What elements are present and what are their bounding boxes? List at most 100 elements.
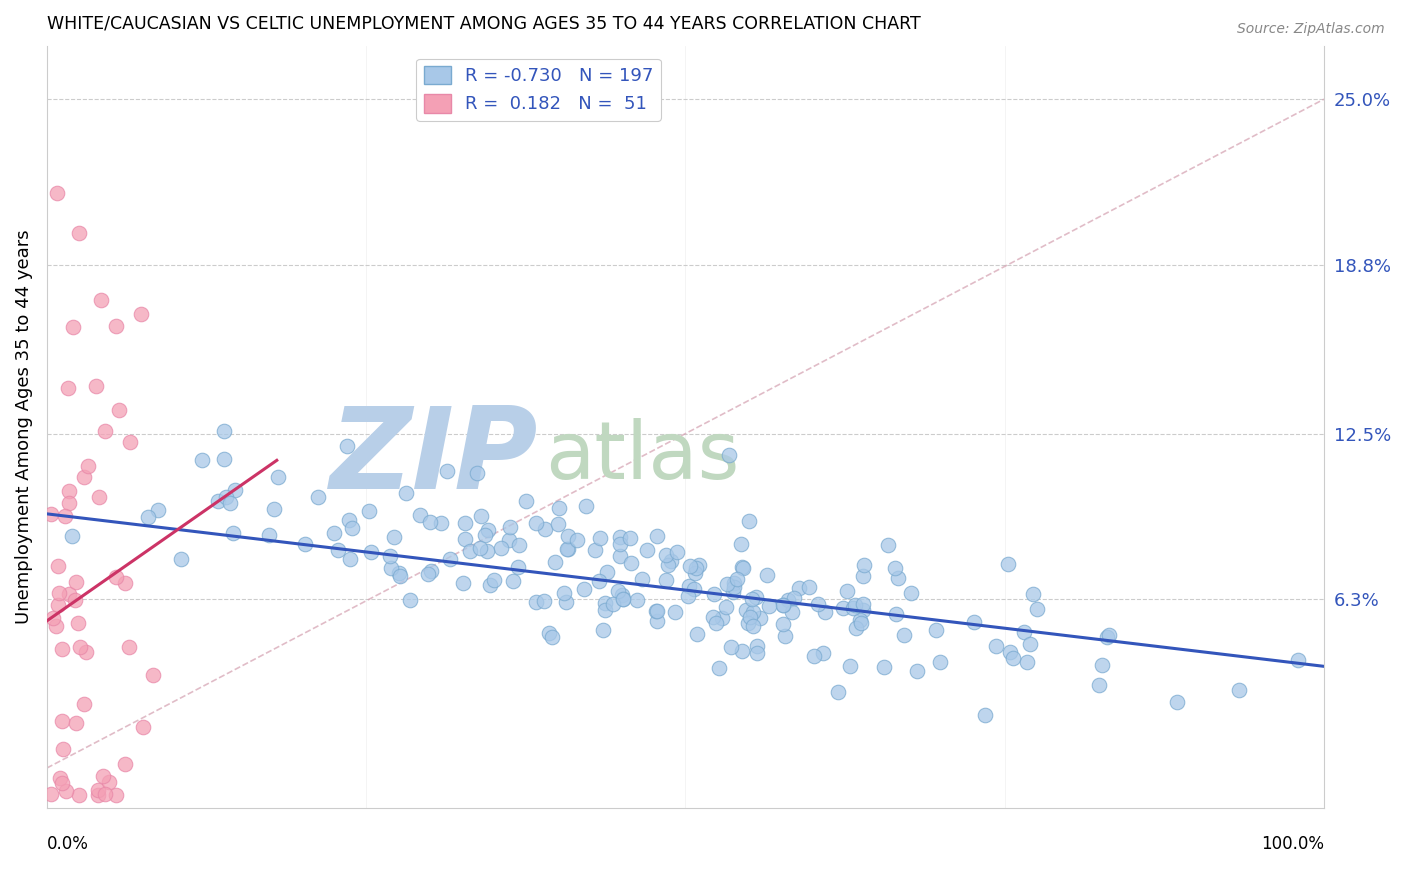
Point <box>307 490 329 504</box>
Point <box>263 501 285 516</box>
Point <box>108 403 131 417</box>
Point <box>388 566 411 581</box>
Point <box>436 464 458 478</box>
Point <box>593 603 616 617</box>
Point <box>609 537 631 551</box>
Point <box>474 528 496 542</box>
Point <box>835 583 858 598</box>
Point <box>65 574 87 589</box>
Point <box>62 529 84 543</box>
Point <box>98 775 121 789</box>
Point <box>609 530 631 544</box>
Point <box>723 576 745 591</box>
Point <box>612 592 634 607</box>
Point <box>42 611 65 625</box>
Point <box>557 529 579 543</box>
Point <box>224 483 246 498</box>
Point <box>48 585 70 599</box>
Point <box>219 496 242 510</box>
Point <box>1098 628 1121 642</box>
Point <box>659 554 682 568</box>
Point <box>118 640 141 654</box>
Point <box>619 532 641 546</box>
Point <box>806 597 828 611</box>
Point <box>620 556 643 570</box>
Point <box>138 509 160 524</box>
Point <box>745 639 768 653</box>
Point <box>589 531 612 545</box>
Point <box>46 186 69 200</box>
Point <box>664 605 686 619</box>
Point <box>547 501 569 516</box>
Point <box>678 579 700 593</box>
Point <box>852 568 875 582</box>
Point <box>703 587 725 601</box>
Point <box>508 538 530 552</box>
Point <box>737 615 759 630</box>
Point <box>704 616 727 631</box>
Point <box>610 588 633 602</box>
Point <box>73 469 96 483</box>
Point <box>477 523 499 537</box>
Point <box>337 512 360 526</box>
Point <box>606 584 628 599</box>
Point <box>679 558 702 573</box>
Point <box>557 542 579 557</box>
Point <box>458 544 481 558</box>
Point <box>87 490 110 504</box>
Point <box>55 784 77 798</box>
Point <box>772 616 794 631</box>
Point <box>925 623 948 637</box>
Point <box>39 787 62 801</box>
Point <box>502 574 524 589</box>
Point <box>707 661 730 675</box>
Point <box>839 659 862 673</box>
Point <box>51 776 73 790</box>
Point <box>1022 587 1045 601</box>
Point <box>93 424 115 438</box>
Point <box>905 665 928 679</box>
Point <box>1002 651 1025 665</box>
Point <box>647 614 669 628</box>
Point <box>451 576 474 591</box>
Point <box>731 643 754 657</box>
Point <box>553 586 575 600</box>
Point <box>478 578 501 592</box>
Point <box>86 788 108 802</box>
Point <box>1012 625 1035 640</box>
Point <box>900 586 922 600</box>
Point <box>1018 637 1040 651</box>
Point <box>720 640 742 655</box>
Point <box>39 507 62 521</box>
Point <box>602 597 624 611</box>
Point <box>294 537 316 551</box>
Point <box>382 530 405 544</box>
Point <box>257 527 280 541</box>
Point <box>1025 602 1047 616</box>
Point <box>645 604 668 618</box>
Point <box>1091 657 1114 672</box>
Point <box>475 543 498 558</box>
Point <box>574 500 596 514</box>
Point <box>132 720 155 734</box>
Point <box>702 610 724 624</box>
Point <box>997 557 1019 571</box>
Point <box>745 591 768 605</box>
Point <box>114 756 136 771</box>
Point <box>58 495 80 509</box>
Point <box>852 597 875 611</box>
Point <box>845 621 868 635</box>
Point <box>555 542 578 557</box>
Point <box>118 434 141 449</box>
Point <box>688 558 710 573</box>
Point <box>1088 677 1111 691</box>
Text: WHITE/CAUCASIAN VS CELTIC UNEMPLOYMENT AMONG AGES 35 TO 44 YEARS CORRELATION CHA: WHITE/CAUCASIAN VS CELTIC UNEMPLOYMENT A… <box>46 15 921 33</box>
Point <box>844 598 866 612</box>
Point <box>718 448 741 462</box>
Point <box>783 591 806 605</box>
Point <box>773 629 796 643</box>
Point <box>827 684 849 698</box>
Point <box>62 319 84 334</box>
Point <box>721 585 744 599</box>
Point <box>170 551 193 566</box>
